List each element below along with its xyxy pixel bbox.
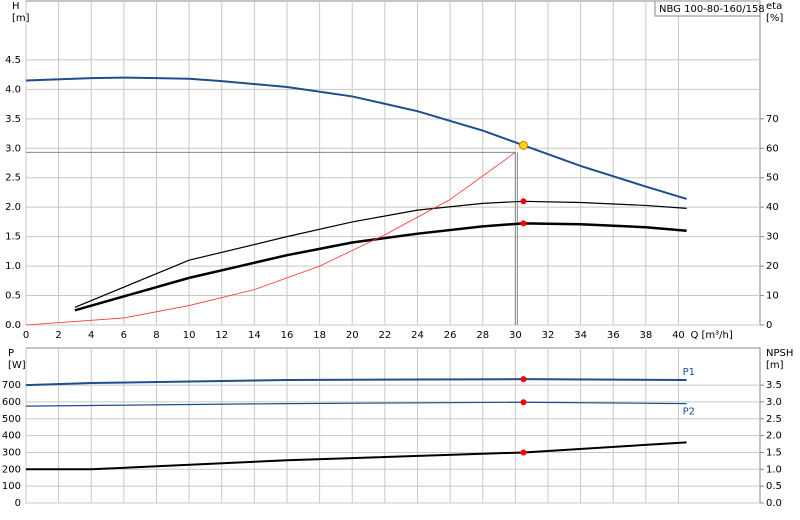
curve [74,222,687,312]
y-tick-label: 500 [2,414,21,425]
y-tick-label: 4.0 [5,84,21,95]
operating-guide [26,151,518,325]
x-tick-label: 6 [121,330,127,341]
x-tick-label: 16 [281,330,294,341]
y2-tick-label: 10 [766,291,779,302]
y2-tick-label: 2.5 [766,414,782,425]
x-tick-label: 20 [346,330,359,341]
x-tick-label: 34 [574,330,587,341]
operating-point [520,376,527,383]
plot-area [25,0,761,326]
y2-axis-label: NPSH [766,348,793,359]
x-tick-label: 12 [215,330,228,341]
y2-axis-label: [%] [766,13,783,24]
y2-tick-label: 30 [766,232,779,243]
y2-tick-label: 20 [766,261,779,272]
y2-tick-label: 3.5 [766,380,782,391]
x-tick-label: 36 [607,330,620,341]
title-box [654,0,761,17]
y-tick-label: 600 [2,397,21,408]
series-label: P1 [683,367,695,378]
series-label: P2 [683,407,695,418]
x-tick-label: 2 [55,330,61,341]
y-tick-label: 0.5 [5,291,21,302]
operating-point [518,140,528,150]
operating-point [520,220,527,227]
y-tick-label: 2.5 [5,173,21,184]
y2-tick-label: 0.5 [766,481,782,492]
operating-point [520,198,527,205]
y-tick-label: 400 [2,431,21,442]
y-tick-label: 2.0 [5,202,21,213]
curve [25,76,687,200]
y-tick-label: 1.0 [5,261,21,272]
y-axis-label: [m] [12,13,30,24]
y2-axis-label: [m] [766,360,784,371]
y2-tick-label: 3.0 [766,397,782,408]
curve [25,401,687,407]
operating-point [520,399,527,406]
chart-title: NBG 100-80-160/158 [659,4,765,15]
y2-tick-label: 1.5 [766,447,782,458]
y-tick-label: 100 [2,481,21,492]
x-tick-label: 40 [672,330,685,341]
y2-tick-label: 1.0 [766,464,782,475]
y-tick-label: 0.0 [5,320,21,331]
y-tick-label: 300 [2,447,21,458]
x-tick-label: 26 [444,330,457,341]
x-tick-label: 28 [476,330,489,341]
curve [74,200,687,308]
x-tick-label: 10 [183,330,196,341]
y-axis-label: H [12,1,20,12]
x-tick-label: 18 [313,330,326,341]
y-tick-label: 0 [15,498,21,509]
y2-tick-label: 50 [766,173,779,184]
y-tick-label: 1.5 [5,232,21,243]
y-tick-label: 4.5 [5,55,21,66]
y2-tick-label: 70 [766,114,779,125]
x-tick-label: 30 [509,330,522,341]
x-tick-label: 4 [88,330,94,341]
x-tick-label: 38 [639,330,652,341]
y2-tick-label: 0.0 [766,498,782,509]
x-tick-label: 0 [23,330,29,341]
y2-axis-label: eta [766,1,782,12]
operating-point [520,449,527,456]
curve [25,378,687,387]
x-tick-label: 22 [378,330,391,341]
curve [25,152,516,326]
x-tick-label: 24 [411,330,424,341]
y2-tick-label: 0 [766,320,772,331]
y-axis-label: P [8,348,14,359]
y-tick-label: 700 [2,380,21,391]
x-tick-label: 14 [248,330,261,341]
y-tick-label: 3.5 [5,114,21,125]
plot-area [25,347,761,504]
curve [26,441,687,471]
x-tick-label: 8 [153,330,159,341]
y2-tick-label: 60 [766,143,779,154]
y-axis-label: [W] [8,360,26,371]
y2-tick-label: 2.0 [766,431,782,442]
y-tick-label: 200 [2,464,21,475]
y2-tick-label: 40 [766,202,779,213]
x-tick-label: 32 [542,330,555,341]
x-axis-label: Q [m³/h] [690,330,732,341]
y-tick-label: 3.0 [5,143,21,154]
